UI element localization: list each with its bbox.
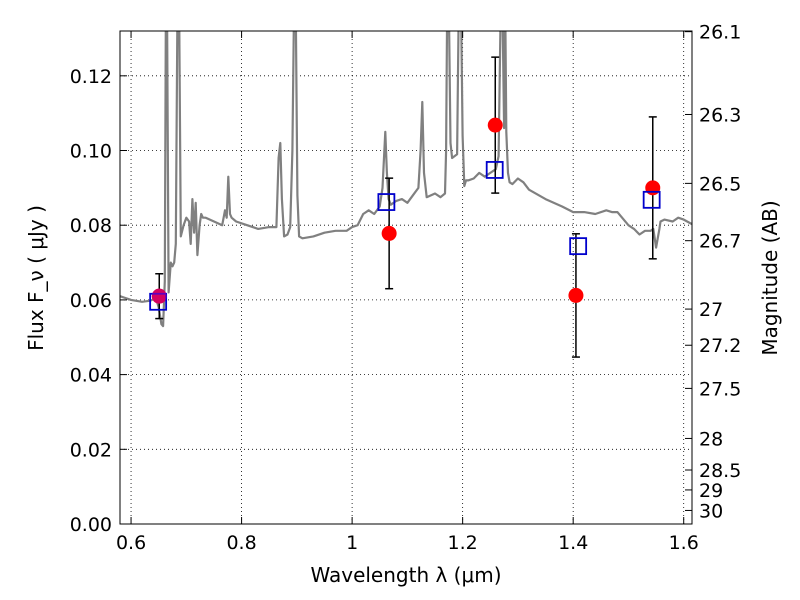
x-tick-label: 1.6 xyxy=(669,532,699,554)
overlap-point xyxy=(151,288,167,304)
x-axis-label: Wavelength λ (μm) xyxy=(310,563,501,587)
x-tick-label: 1.2 xyxy=(448,532,478,554)
observed-point xyxy=(487,117,503,133)
right-axis-label: Magnitude (AB) xyxy=(758,200,782,355)
model-point xyxy=(569,237,588,256)
y-axis-label: Flux F_ν ( μJy ) xyxy=(24,205,48,351)
model-point xyxy=(377,193,396,211)
y-tick-label: 0.08 xyxy=(70,215,112,237)
model-spectrum xyxy=(120,31,692,328)
y-tick-label: 0.02 xyxy=(70,439,112,461)
x-axis-ticks: 0.6 0.8 1 1.2 1.4 1.6 xyxy=(116,31,699,554)
right-tick-label: 26.5 xyxy=(699,173,741,195)
right-tick-label: 27.5 xyxy=(699,378,741,400)
right-tick-label: 26.7 xyxy=(699,231,741,253)
y-tick-label: 0.00 xyxy=(70,514,112,536)
model-point xyxy=(485,161,504,179)
right-tick-label: 30 xyxy=(699,500,723,522)
y-axis-ticks: 0.00 0.02 0.04 0.06 0.08 0.10 0.12 xyxy=(70,66,127,536)
right-tick-label: 27.2 xyxy=(699,335,741,357)
grid-lines xyxy=(120,31,692,525)
right-tick-label: 26.3 xyxy=(699,104,741,126)
right-tick-label: 28.5 xyxy=(699,460,741,482)
plot-frame xyxy=(119,30,693,525)
x-tick-label: 1.4 xyxy=(558,532,588,554)
observed-point xyxy=(568,287,584,303)
x-tick-label: 1 xyxy=(346,532,358,554)
x-tick-label: 0.6 xyxy=(116,532,146,554)
y-tick-label: 0.12 xyxy=(70,66,112,88)
model-points xyxy=(149,161,661,311)
spectrum-line xyxy=(120,31,692,328)
observed-point xyxy=(645,180,661,196)
right-tick-label: 26.1 xyxy=(699,22,741,44)
right-tick-label: 27 xyxy=(699,299,723,321)
model-point xyxy=(642,190,661,209)
right-tick-label: 29 xyxy=(699,480,723,502)
x-tick-label: 0.8 xyxy=(226,532,256,554)
right-tick-label: 28 xyxy=(699,428,723,450)
y-tick-label: 0.10 xyxy=(70,141,112,163)
observed-point xyxy=(381,225,397,241)
y-tick-label: 0.04 xyxy=(70,365,112,387)
y-tick-label: 0.06 xyxy=(70,290,112,312)
